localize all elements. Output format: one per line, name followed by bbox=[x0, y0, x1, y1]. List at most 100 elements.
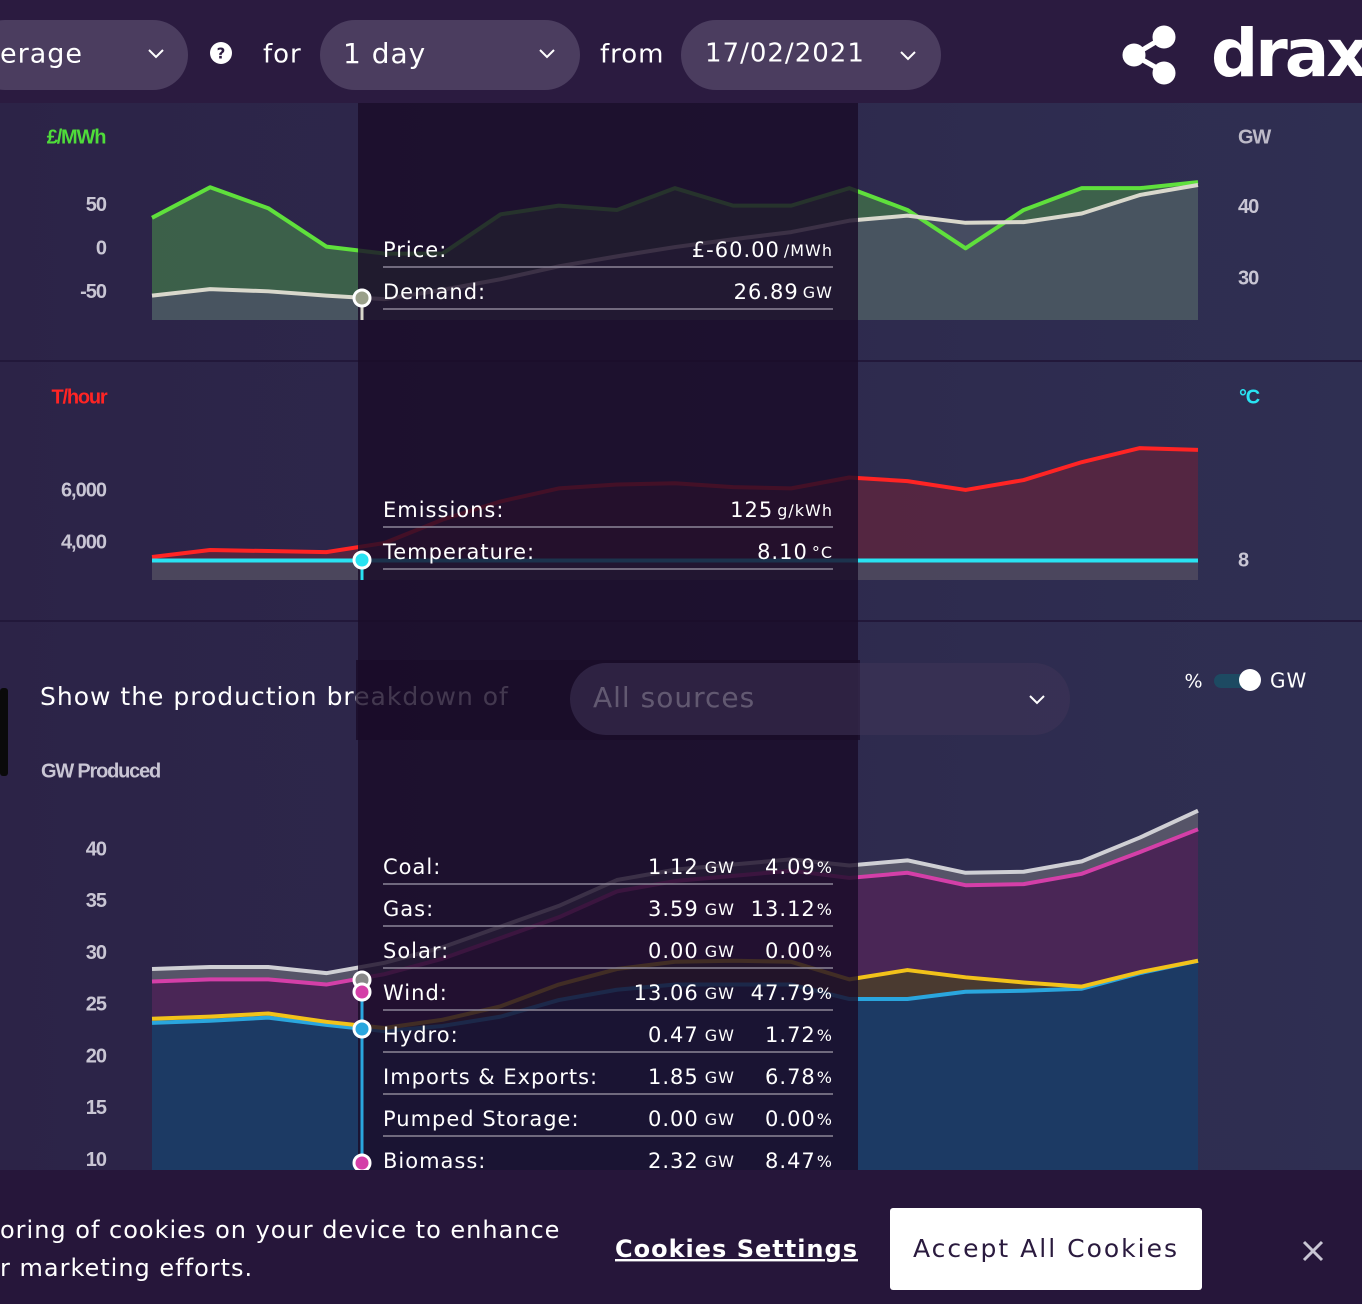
unit: GW bbox=[803, 283, 833, 302]
chevron bbox=[539, 49, 555, 59]
unit: GW bbox=[705, 1068, 735, 1087]
average-select[interactable] bbox=[0, 20, 188, 90]
y-axis-label: T/hour bbox=[51, 386, 107, 408]
tooltip-label: Emissions: bbox=[383, 498, 504, 522]
help-text: ? bbox=[217, 45, 226, 63]
unit: GW bbox=[705, 1026, 735, 1045]
stack-area bbox=[152, 960, 1198, 1032]
tick-label: 35 bbox=[86, 890, 107, 912]
tooltip-gw: 1.85 GW bbox=[648, 1065, 735, 1089]
source-select-text: All sources bbox=[593, 681, 755, 714]
tooltip-label: Biomass: bbox=[383, 1149, 486, 1173]
unit: GW bbox=[705, 858, 735, 877]
chevron bbox=[900, 51, 916, 61]
unit: GW bbox=[705, 900, 735, 919]
tooltip-label: Coal: bbox=[383, 855, 441, 879]
chevron bbox=[1029, 695, 1045, 705]
value: £-60.00 bbox=[692, 238, 780, 262]
chevron bbox=[148, 49, 164, 59]
tooltip-pct: 8.47% bbox=[765, 1149, 833, 1173]
side-tab bbox=[0, 688, 8, 776]
tick-label: 10 bbox=[86, 1149, 107, 1171]
value: 3.59 bbox=[648, 897, 699, 921]
value: 1.72 bbox=[765, 1023, 816, 1047]
tooltip-gw: 3.59 GW bbox=[648, 897, 735, 921]
tooltip-label: Solar: bbox=[383, 939, 449, 963]
value: 13.12 bbox=[751, 897, 816, 921]
tooltip-pct: 47.79% bbox=[751, 981, 833, 1005]
tick-label: 15 bbox=[86, 1097, 107, 1119]
tooltip-gw: 0.00 GW bbox=[648, 939, 735, 963]
accept-button[interactable] bbox=[890, 1208, 1202, 1290]
cookie-text: r marketing efforts. bbox=[0, 1254, 253, 1282]
unit: GW bbox=[705, 942, 735, 961]
unit: % bbox=[817, 1110, 833, 1129]
value: 0.00 bbox=[648, 939, 699, 963]
unit: % bbox=[817, 942, 833, 961]
tooltip-label: Wind: bbox=[383, 981, 448, 1005]
period-select[interactable] bbox=[320, 20, 580, 90]
select-text: erage bbox=[0, 39, 83, 70]
tooltip-pct: 0.00% bbox=[765, 1107, 833, 1131]
close-button[interactable] bbox=[1302, 1240, 1324, 1262]
unit: /MWh bbox=[784, 241, 833, 260]
unit: °C bbox=[812, 543, 833, 562]
tick-label: 40 bbox=[1238, 196, 1259, 218]
cookie-settings[interactable]: Cookies Settings bbox=[615, 1235, 858, 1263]
tooltip-label: Demand: bbox=[383, 280, 486, 304]
tick-label: 20 bbox=[86, 1045, 107, 1067]
unit: % bbox=[817, 984, 833, 1003]
y2-axis-label: °C bbox=[1239, 386, 1260, 408]
for-label: for bbox=[263, 40, 302, 70]
date-select[interactable] bbox=[681, 20, 941, 90]
y2-axis-label: GW bbox=[1238, 126, 1271, 148]
help-icon[interactable] bbox=[210, 42, 232, 64]
tooltip-gw: 13.06 GW bbox=[634, 981, 735, 1005]
tooltip-pct: 6.78% bbox=[765, 1065, 833, 1089]
tooltip-gw: 0.47 GW bbox=[648, 1023, 735, 1047]
tick-label: 0 bbox=[96, 238, 107, 260]
period-text: 1 day bbox=[343, 37, 426, 70]
value: 47.79 bbox=[751, 981, 816, 1005]
from-label: from bbox=[600, 40, 665, 70]
tooltip-value: £-60.00/MWh bbox=[692, 238, 833, 262]
unit: % bbox=[817, 1152, 833, 1171]
tick-label: 30 bbox=[86, 942, 107, 964]
source-select[interactable] bbox=[570, 663, 1070, 735]
tooltip-pct: 13.12% bbox=[751, 897, 833, 921]
value: 1.85 bbox=[648, 1065, 699, 1089]
value: 0.00 bbox=[765, 939, 816, 963]
value: 0.47 bbox=[648, 1023, 699, 1047]
tooltip-value: 125 g/kWh bbox=[730, 498, 833, 522]
value: 4.09 bbox=[765, 855, 816, 879]
y-axis-label: £/MWh bbox=[47, 126, 105, 148]
value: 0.00 bbox=[648, 1107, 699, 1131]
unit: % bbox=[817, 1026, 833, 1045]
value: 26.89 bbox=[734, 280, 799, 304]
tooltip-gw: 2.32 GW bbox=[648, 1149, 735, 1173]
unit: % bbox=[817, 858, 833, 877]
unit: g/kWh bbox=[777, 501, 833, 520]
tick-label: 4,000 bbox=[61, 531, 107, 553]
cursor bbox=[352, 288, 372, 1173]
value: 6.78 bbox=[765, 1065, 816, 1089]
value: 8.47 bbox=[765, 1149, 816, 1173]
tick-label: 50 bbox=[86, 194, 107, 216]
logo[interactable]: drax bbox=[1211, 15, 1362, 92]
value: 2.32 bbox=[648, 1149, 699, 1173]
tooltip-pct: 4.09% bbox=[765, 855, 833, 879]
tick-label: 40 bbox=[86, 838, 107, 860]
date-text: 17/02/2021 bbox=[705, 39, 865, 69]
tick-label: 25 bbox=[86, 994, 107, 1016]
tooltip-label: Temperature: bbox=[382, 540, 535, 564]
tooltip-label: Pumped Storage: bbox=[383, 1107, 580, 1131]
toggle-left: % bbox=[1184, 671, 1203, 693]
share-icon[interactable] bbox=[1122, 25, 1176, 85]
value: 0.00 bbox=[765, 1107, 816, 1131]
toggle-knob[interactable] bbox=[1239, 669, 1261, 691]
unit: GW bbox=[705, 1110, 735, 1129]
unit: % bbox=[817, 1068, 833, 1087]
tooltip-pct: 1.72% bbox=[765, 1023, 833, 1047]
